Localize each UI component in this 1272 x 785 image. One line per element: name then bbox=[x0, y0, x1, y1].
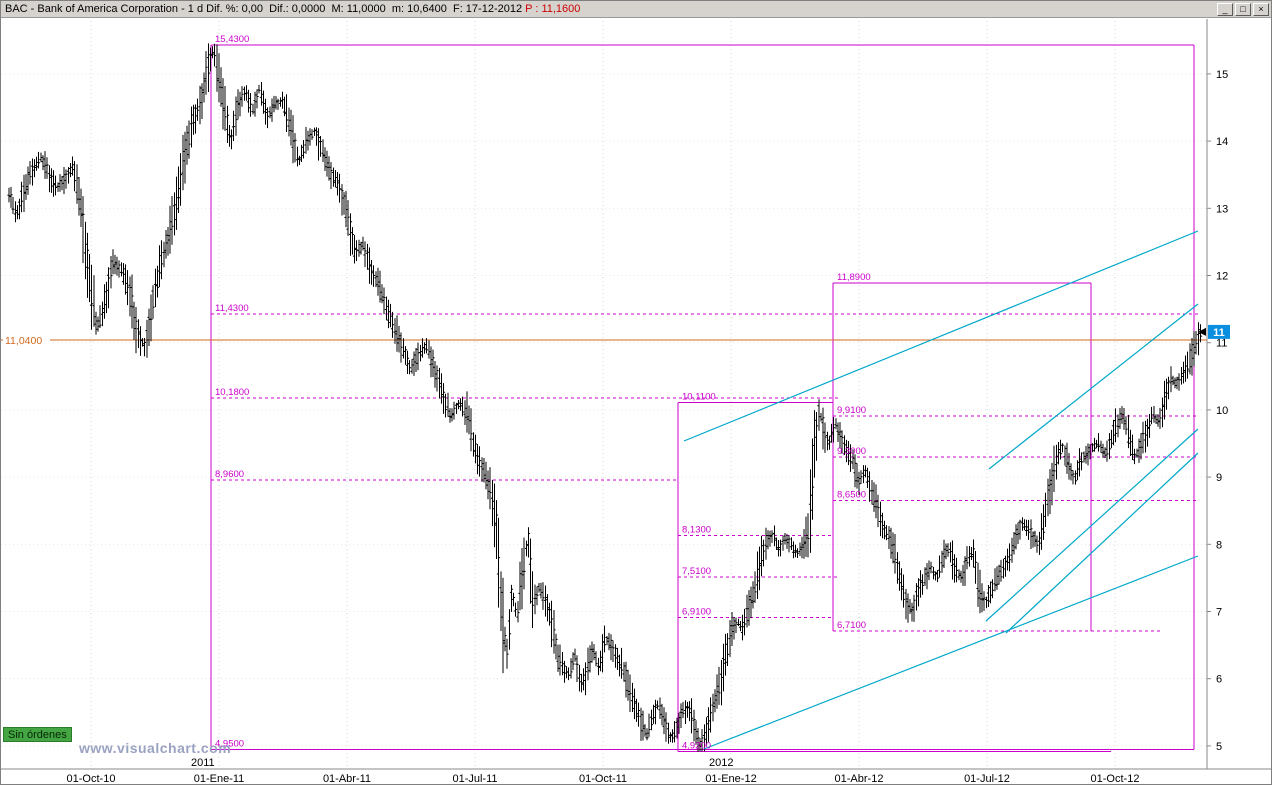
y-axis-tick-label: 12 bbox=[1216, 271, 1228, 283]
x-axis-date-label: 01-Oct-11 bbox=[579, 773, 627, 785]
maximize-button[interactable]: □ bbox=[1235, 2, 1251, 16]
price-level-label: 4,9500 bbox=[215, 738, 244, 749]
price-level-label: 11,4300 bbox=[215, 303, 249, 314]
price-level-label: 10,1100 bbox=[682, 392, 716, 403]
x-axis-date-label: 01-Oct-12 bbox=[1091, 773, 1140, 785]
x-axis-date-label: 01-Abr-12 bbox=[835, 773, 884, 785]
price-level-label: 10,1800 bbox=[215, 387, 249, 398]
price-level-label: 8,1300 bbox=[682, 525, 711, 536]
trend-line[interactable] bbox=[1005, 452, 1199, 634]
price-level-label: 15,4300 bbox=[215, 34, 249, 45]
y-axis-tick-label: 9 bbox=[1216, 472, 1222, 484]
trend-line[interactable] bbox=[703, 555, 1199, 750]
x-axis-date-label: 01-Jul-12 bbox=[964, 773, 1010, 785]
titlebar-last-price-text: P : 11,1600 bbox=[522, 3, 581, 15]
x-axis-date-label: 01-Ene-11 bbox=[194, 773, 245, 785]
price-level-label: 4,9200 bbox=[682, 740, 711, 751]
price-bars bbox=[7, 43, 1203, 752]
price-level-label: 8,9600 bbox=[215, 469, 244, 480]
x-axis-date-label: 01-Jul-11 bbox=[452, 773, 497, 785]
y-axis-tick-label: 13 bbox=[1216, 203, 1228, 215]
current-price-tag bbox=[1208, 324, 1230, 339]
y-axis-tick-label: 10 bbox=[1216, 405, 1228, 417]
price-level-label: 6,7100 bbox=[837, 620, 866, 631]
alert-price-label: 11,0400 bbox=[5, 335, 42, 347]
titlebar-symbol-text: BAC - Bank of America Corporation - 1 d bbox=[5, 3, 204, 15]
y-axis-tick-label: 15 bbox=[1216, 69, 1228, 81]
minimize-button[interactable]: _ bbox=[1217, 2, 1233, 16]
x-axis-year-label: 2011 bbox=[191, 757, 215, 769]
y-axis-tick-label: 11 bbox=[1216, 338, 1227, 350]
y-axis-tick-label: 8 bbox=[1216, 539, 1222, 551]
x-axis-date-label: 01-Abr-11 bbox=[323, 773, 371, 785]
x-axis-year-label: 2012 bbox=[709, 757, 733, 769]
y-axis-tick-label: 7 bbox=[1216, 607, 1222, 619]
price-level-label: 9,9100 bbox=[837, 405, 866, 416]
price-level-label: 6,9100 bbox=[682, 607, 711, 618]
y-axis-tick-label: 14 bbox=[1216, 136, 1228, 148]
price-level-label: 11,8900 bbox=[837, 272, 871, 283]
orange-label-bg bbox=[3, 334, 50, 346]
x-axis-date-label: 01-Oct-10 bbox=[67, 773, 116, 785]
trend-line[interactable] bbox=[985, 428, 1199, 622]
close-button[interactable]: × bbox=[1253, 2, 1269, 16]
x-axis-date-label: 01-Ene-12 bbox=[705, 773, 756, 785]
last-price-arrow bbox=[1198, 327, 1206, 336]
trend-line[interactable] bbox=[683, 230, 1199, 442]
titlebar-stats-text: Dif. %: 0,00 Dif.: 0,0000 M: 11,0000 m: … bbox=[203, 3, 523, 15]
y-axis-tick-label: 5 bbox=[1216, 741, 1222, 753]
window-controls: _ □ × bbox=[1217, 2, 1269, 16]
price-level-label: 9,3000 bbox=[837, 446, 866, 457]
price-level-label: 8,6500 bbox=[837, 490, 866, 501]
watermark-text: www.visualchart.com bbox=[79, 740, 232, 756]
window-titlebar[interactable]: BAC - Bank of America Corporation - 1 d … bbox=[1, 1, 1271, 18]
price-level-label: 7,5100 bbox=[682, 566, 711, 577]
trend-line[interactable] bbox=[988, 303, 1199, 470]
current-price-tag-label: 11 bbox=[1213, 327, 1225, 339]
no-orders-badge: Sin órdenes bbox=[3, 727, 72, 742]
y-axis-tick-label: 6 bbox=[1216, 674, 1222, 686]
